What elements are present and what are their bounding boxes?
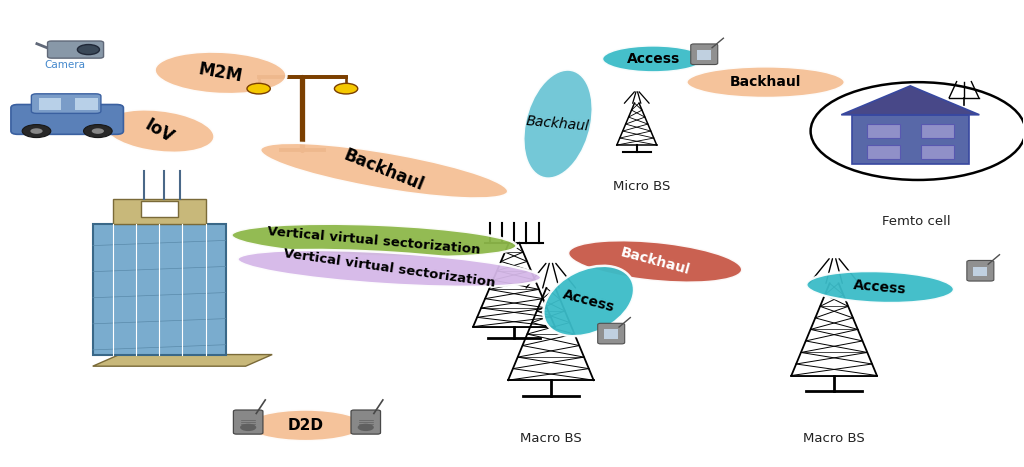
FancyBboxPatch shape bbox=[47, 41, 103, 58]
Text: Access: Access bbox=[627, 52, 680, 66]
Polygon shape bbox=[93, 354, 272, 366]
Text: Micro BS: Micro BS bbox=[613, 180, 671, 193]
FancyBboxPatch shape bbox=[93, 224, 225, 354]
FancyBboxPatch shape bbox=[32, 94, 101, 113]
Text: M2M: M2M bbox=[197, 60, 244, 85]
FancyBboxPatch shape bbox=[967, 261, 994, 281]
Text: Access: Access bbox=[561, 287, 616, 315]
Ellipse shape bbox=[238, 250, 542, 287]
Ellipse shape bbox=[260, 143, 508, 198]
FancyBboxPatch shape bbox=[921, 124, 953, 138]
Circle shape bbox=[92, 128, 104, 134]
Text: Macro BS: Macro BS bbox=[520, 432, 582, 446]
Text: Vertical virtual sectorization: Vertical virtual sectorization bbox=[267, 225, 481, 256]
Text: Camera: Camera bbox=[45, 60, 86, 71]
Text: Vertical virtual sectorization: Vertical virtual sectorization bbox=[283, 247, 496, 290]
Ellipse shape bbox=[155, 51, 287, 94]
Text: Backhaul: Backhaul bbox=[730, 75, 802, 89]
FancyBboxPatch shape bbox=[113, 198, 206, 224]
Circle shape bbox=[31, 128, 43, 134]
Ellipse shape bbox=[523, 70, 593, 178]
Circle shape bbox=[23, 125, 51, 138]
FancyBboxPatch shape bbox=[974, 267, 987, 276]
FancyBboxPatch shape bbox=[867, 124, 899, 138]
Ellipse shape bbox=[602, 45, 705, 72]
FancyBboxPatch shape bbox=[39, 98, 61, 110]
Text: Macro BS: Macro BS bbox=[803, 432, 865, 446]
FancyBboxPatch shape bbox=[140, 201, 177, 217]
Ellipse shape bbox=[247, 410, 365, 441]
Ellipse shape bbox=[231, 224, 516, 257]
FancyBboxPatch shape bbox=[351, 410, 381, 434]
Text: Backhaul: Backhaul bbox=[525, 114, 590, 134]
FancyBboxPatch shape bbox=[697, 50, 712, 60]
Ellipse shape bbox=[568, 240, 742, 283]
FancyBboxPatch shape bbox=[604, 329, 618, 340]
Ellipse shape bbox=[686, 66, 845, 98]
FancyBboxPatch shape bbox=[76, 98, 98, 110]
Text: Backhaul: Backhaul bbox=[618, 246, 691, 277]
FancyBboxPatch shape bbox=[11, 105, 124, 134]
Circle shape bbox=[78, 44, 99, 55]
Circle shape bbox=[357, 424, 374, 431]
Text: Access: Access bbox=[853, 278, 907, 297]
FancyBboxPatch shape bbox=[867, 145, 899, 159]
FancyBboxPatch shape bbox=[921, 145, 953, 159]
Text: Femto cell: Femto cell bbox=[882, 215, 950, 228]
Text: IoV: IoV bbox=[141, 116, 177, 147]
Circle shape bbox=[335, 83, 357, 94]
Text: D2D: D2D bbox=[288, 418, 324, 433]
Circle shape bbox=[247, 83, 270, 94]
FancyBboxPatch shape bbox=[233, 410, 263, 434]
Ellipse shape bbox=[544, 266, 634, 336]
FancyBboxPatch shape bbox=[852, 115, 969, 163]
FancyBboxPatch shape bbox=[691, 44, 718, 64]
Ellipse shape bbox=[806, 271, 954, 303]
Polygon shape bbox=[842, 86, 979, 115]
Circle shape bbox=[240, 424, 256, 431]
Ellipse shape bbox=[103, 109, 215, 153]
Text: Backhaul: Backhaul bbox=[341, 146, 427, 195]
Circle shape bbox=[84, 125, 113, 138]
FancyBboxPatch shape bbox=[598, 323, 625, 344]
